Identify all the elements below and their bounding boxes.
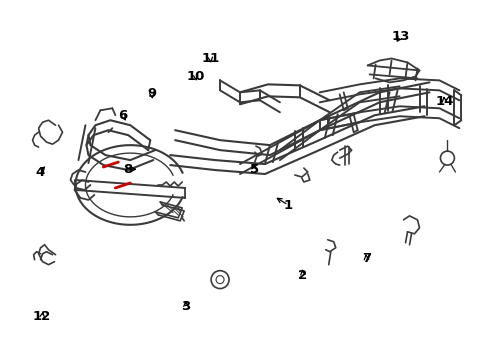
Text: 14: 14 (434, 95, 453, 108)
Text: 1: 1 (283, 199, 292, 212)
Text: 10: 10 (186, 69, 204, 82)
Text: 2: 2 (298, 269, 307, 282)
Text: 12: 12 (33, 310, 51, 324)
Text: 6: 6 (118, 109, 127, 122)
Text: 5: 5 (249, 163, 258, 176)
Text: 13: 13 (390, 30, 409, 43)
Text: 7: 7 (361, 252, 370, 265)
Text: 3: 3 (181, 300, 190, 313)
Text: 9: 9 (147, 87, 156, 100)
Text: 4: 4 (35, 166, 44, 179)
Text: 8: 8 (122, 163, 132, 176)
Text: 11: 11 (201, 51, 219, 64)
